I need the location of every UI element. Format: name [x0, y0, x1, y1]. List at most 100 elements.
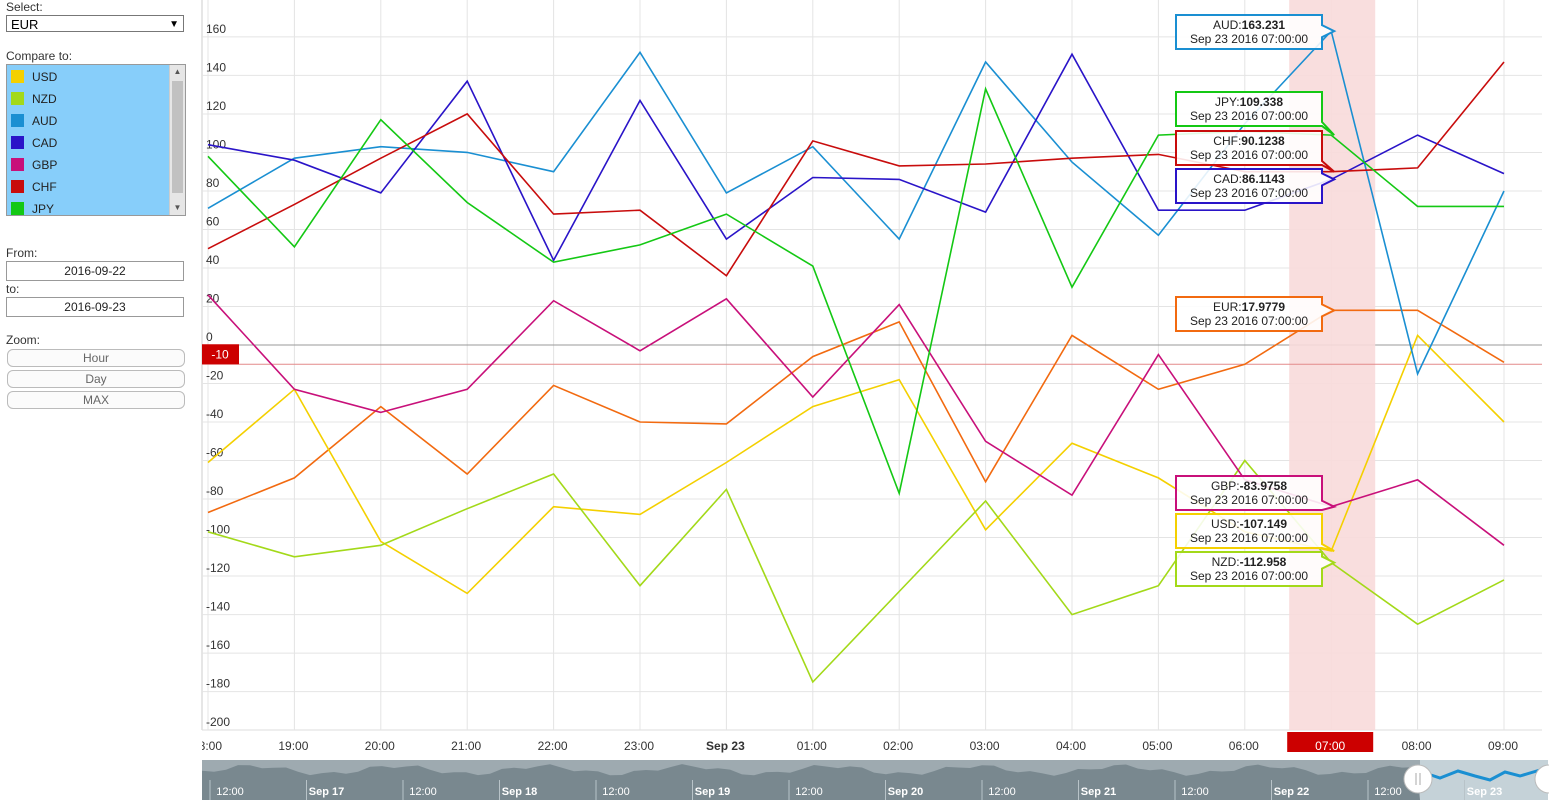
tooltip-value-text: CHF:90.1238	[1213, 134, 1285, 148]
navigator-label: Sep 18	[502, 786, 537, 798]
zoom-hour-button[interactable]: Hour	[7, 349, 185, 367]
tooltip-box	[1175, 168, 1337, 204]
zoom-label: Zoom:	[6, 333, 41, 347]
navigator-label: 12:00	[409, 786, 437, 798]
x-axis: 18:00 19:00 20:00 21:00 22:00 23:00 Sep 23 01:0…	[192, 732, 1518, 753]
compare-item-label: NZD	[32, 92, 57, 106]
tooltip-date-text: Sep 23 2016 07:00:00	[1190, 493, 1308, 507]
compare-item-jpy[interactable]: JPY	[11, 198, 55, 216]
tooltip-date-text: Sep 23 2016 07:00:00	[1190, 531, 1308, 545]
compare-item-chf[interactable]: CHF	[11, 176, 57, 198]
color-swatch	[11, 202, 24, 215]
navigator-label: Sep 21	[1081, 786, 1116, 798]
x-tick-label: 05:00	[1142, 739, 1172, 753]
tooltip-box	[1175, 475, 1338, 511]
tooltip-value-text: JPY:109.338	[1215, 95, 1283, 109]
listbox-scrollbar[interactable]: ▲ ▼	[169, 65, 185, 215]
x-tick-label: 08:00	[1402, 739, 1432, 753]
y-tick-label: 40	[206, 253, 220, 267]
y-tick-label: -120	[206, 561, 230, 575]
tooltip-date-text: Sep 23 2016 07:00:00	[1190, 109, 1308, 123]
series-line-eur	[207, 309, 1505, 514]
y-tick-label: -20	[206, 369, 224, 383]
zoom-day-button[interactable]: Day	[7, 370, 185, 388]
tooltip-value-text: CAD:86.1143	[1213, 172, 1285, 186]
select-label: Select:	[6, 0, 43, 14]
compare-listbox[interactable]: USD NZD AUD CAD GBP CHF JPY ▲ ▼	[6, 64, 186, 216]
navigator-label: Sep 20	[888, 786, 923, 798]
scroll-down-icon[interactable]: ▼	[173, 203, 182, 212]
compare-item-aud[interactable]: AUD	[11, 110, 57, 132]
tooltip-date-text: Sep 23 2016 07:00:00	[1190, 569, 1308, 583]
y-tick-label: -60	[206, 446, 224, 460]
compare-label: Compare to:	[6, 49, 73, 63]
tooltip-box	[1175, 296, 1337, 332]
tooltip-value-text: USD:-107.149	[1211, 517, 1287, 531]
compare-item-label: CAD	[32, 136, 58, 150]
navigator-label: 12:00	[988, 786, 1016, 798]
x-tick-label: 09:00	[1488, 739, 1518, 753]
x-tick-label: 21:00	[451, 739, 481, 753]
compare-item-gbp[interactable]: GBP	[11, 154, 57, 176]
x-tick-label: Sep 23	[706, 739, 745, 753]
compare-item-cad[interactable]: CAD	[11, 132, 57, 154]
zoom-max-button[interactable]: MAX	[7, 391, 185, 409]
reference-line-label: -10	[211, 347, 229, 361]
compare-item-usd[interactable]: USD	[11, 66, 57, 88]
y-axis: -200-180-160-140-120-100-80-60-40-200204…	[206, 22, 230, 729]
control-panel: Select: EUR ▼ Compare to: USD NZD AUD CAD GB…	[0, 0, 195, 800]
x-tick-label: 04:00	[1056, 739, 1086, 753]
series-line-aud	[207, 29, 1505, 377]
navigator-label: Sep 22	[1274, 786, 1309, 798]
navigator-handle-right[interactable]	[1534, 764, 1549, 794]
series-line-nzd	[207, 459, 1505, 684]
navigator[interactable]: 12:00 Sep 17 12:00 Sep 18 12:00 Sep 19 12:00 Se…	[202, 760, 1549, 800]
x-tick-label: 02:00	[883, 739, 913, 753]
x-tick-label: 20:00	[365, 739, 395, 753]
scroll-up-icon[interactable]: ▲	[173, 67, 182, 76]
navigator-label: 12:00	[795, 786, 823, 798]
navigator-label: Sep 17	[309, 786, 344, 798]
navigator-label: Sep 19	[695, 786, 730, 798]
y-tick-label: 120	[206, 99, 226, 113]
from-date-input[interactable]: 2016-09-22	[6, 261, 184, 281]
scroll-thumb[interactable]	[172, 81, 183, 193]
tooltip-date-text: Sep 23 2016 07:00:00	[1190, 186, 1308, 200]
reference-line-badge	[202, 344, 239, 365]
y-tick-label: -40	[206, 407, 224, 421]
y-tick-label: 0	[206, 330, 213, 344]
tooltip-date-text: Sep 23 2016 07:00:00	[1190, 148, 1308, 162]
tooltip-value-text: GBP:-83.9758	[1211, 479, 1287, 493]
x-tick-label: 22:00	[538, 739, 568, 753]
tooltip-value-text: NZD:-112.958	[1212, 555, 1287, 569]
to-date-input[interactable]: 2016-09-23	[6, 297, 184, 317]
tooltip-box	[1175, 130, 1335, 173]
color-swatch	[11, 70, 24, 83]
currency-select-value: EUR	[11, 17, 39, 32]
navigator-label: 12:00	[602, 786, 630, 798]
x-tick-label: 03:00	[970, 739, 1000, 753]
tooltip-value-text: EUR:17.9779	[1213, 300, 1285, 314]
color-swatch	[11, 136, 24, 149]
navigator-selection	[1420, 760, 1548, 800]
navigator-handle-left[interactable]	[1403, 764, 1433, 794]
compare-item-label: JPY	[32, 202, 55, 216]
compare-item-label: GBP	[32, 158, 58, 172]
compare-item-nzd[interactable]: NZD	[11, 88, 57, 110]
to-label: to:	[6, 282, 20, 296]
x-tick-label: 18:00	[192, 739, 222, 753]
compare-item-label: USD	[32, 70, 58, 84]
navigator-label: 12:00	[1181, 786, 1209, 798]
currency-select[interactable]: EUR ▼	[6, 15, 184, 32]
x-tick-label: 23:00	[624, 739, 654, 753]
navigator-label: 12:00	[1374, 786, 1402, 798]
y-tick-label: -200	[206, 715, 230, 729]
x-tick-label: 06:00	[1229, 739, 1259, 753]
color-swatch	[11, 92, 24, 105]
